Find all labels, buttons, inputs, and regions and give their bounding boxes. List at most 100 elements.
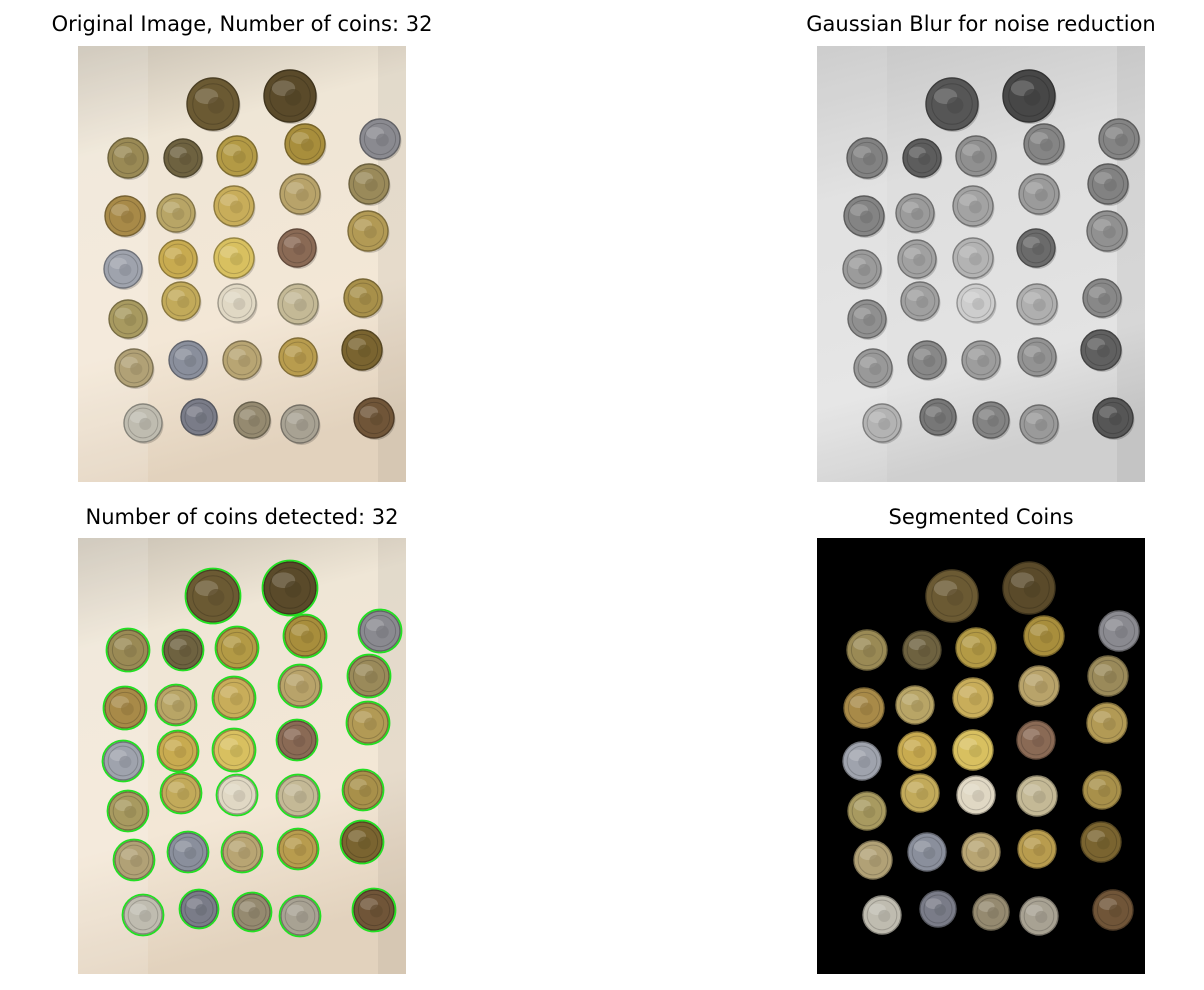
coin [220, 830, 264, 874]
coin [347, 210, 390, 253]
coin [1016, 283, 1059, 326]
detection-circle [178, 888, 220, 930]
coin [341, 329, 384, 372]
coin [166, 830, 210, 874]
detection-circle [101, 739, 145, 783]
coin [846, 629, 888, 671]
coin [180, 398, 219, 437]
coin [902, 630, 942, 670]
coin [282, 613, 328, 659]
coins-detected-panel [78, 538, 406, 974]
detection-circle [341, 768, 385, 812]
coin [1087, 655, 1129, 697]
coin [284, 123, 327, 166]
gaussian-blur-image [817, 46, 1145, 482]
coin [1023, 123, 1066, 166]
coin [345, 700, 391, 746]
detection-circle [156, 729, 200, 773]
coin [101, 739, 145, 783]
coin [213, 237, 256, 280]
coin [1098, 118, 1141, 161]
coin [1087, 163, 1130, 206]
coin [275, 773, 321, 819]
detection-circle [211, 675, 257, 721]
coin [107, 137, 150, 180]
coin [275, 718, 319, 762]
coin [895, 193, 936, 234]
detection-circle [121, 893, 165, 937]
coin [907, 340, 948, 381]
segmented-coins-image [817, 538, 1145, 974]
coin [1080, 329, 1123, 372]
coin [102, 685, 148, 731]
detection-circle [211, 727, 257, 773]
coin [278, 894, 322, 938]
coin [339, 819, 385, 865]
coin [104, 195, 147, 238]
coin [1002, 561, 1056, 615]
coin [168, 340, 209, 381]
coin [952, 729, 994, 771]
coin [1018, 665, 1060, 707]
coin [105, 627, 151, 673]
coin [952, 185, 995, 228]
coin [842, 741, 882, 781]
coin [919, 890, 957, 928]
coin [897, 239, 938, 280]
coin [114, 348, 155, 389]
coin [341, 768, 385, 812]
coin [161, 281, 202, 322]
detection-circle [214, 625, 260, 671]
coin [961, 832, 1001, 872]
coin [972, 401, 1011, 440]
coin [919, 398, 958, 437]
coin [1016, 775, 1058, 817]
coin [163, 138, 204, 179]
coin [106, 789, 150, 833]
coin [276, 827, 320, 871]
coin [277, 663, 323, 709]
coin [351, 887, 397, 933]
coin [178, 888, 220, 930]
detection-circle [275, 773, 321, 819]
detection-circle [112, 838, 156, 882]
coin [1092, 397, 1135, 440]
coin [156, 193, 197, 234]
coin [108, 299, 149, 340]
coin [211, 727, 257, 773]
detection-circle [105, 627, 151, 673]
coin [1086, 702, 1128, 744]
detection-circle [215, 773, 259, 817]
detection-circle [106, 789, 150, 833]
coin [972, 893, 1010, 931]
coin [222, 340, 263, 381]
coin [1086, 210, 1129, 253]
detection-circle [275, 718, 319, 762]
coins-detected-title: Number of coins detected: 32 [85, 505, 399, 529]
coin [900, 281, 941, 322]
coin [902, 138, 943, 179]
coin [1082, 770, 1122, 810]
coin [956, 283, 997, 324]
coin [895, 685, 935, 725]
coin [103, 249, 144, 290]
coin [346, 653, 392, 699]
coin [900, 773, 940, 813]
detection-circle [339, 819, 385, 865]
detection-circle [220, 830, 264, 874]
coin [1002, 69, 1057, 124]
coin [846, 137, 889, 180]
coin [215, 773, 259, 817]
coin [1016, 720, 1056, 760]
coin [121, 893, 165, 937]
coin [154, 683, 198, 727]
coin [359, 118, 402, 161]
coin [1092, 889, 1134, 931]
coin [1017, 337, 1058, 378]
detection-circle [159, 771, 203, 815]
coin [158, 239, 199, 280]
detection-circle [154, 683, 198, 727]
coin [233, 401, 272, 440]
coin [843, 687, 885, 729]
coin [847, 299, 888, 340]
